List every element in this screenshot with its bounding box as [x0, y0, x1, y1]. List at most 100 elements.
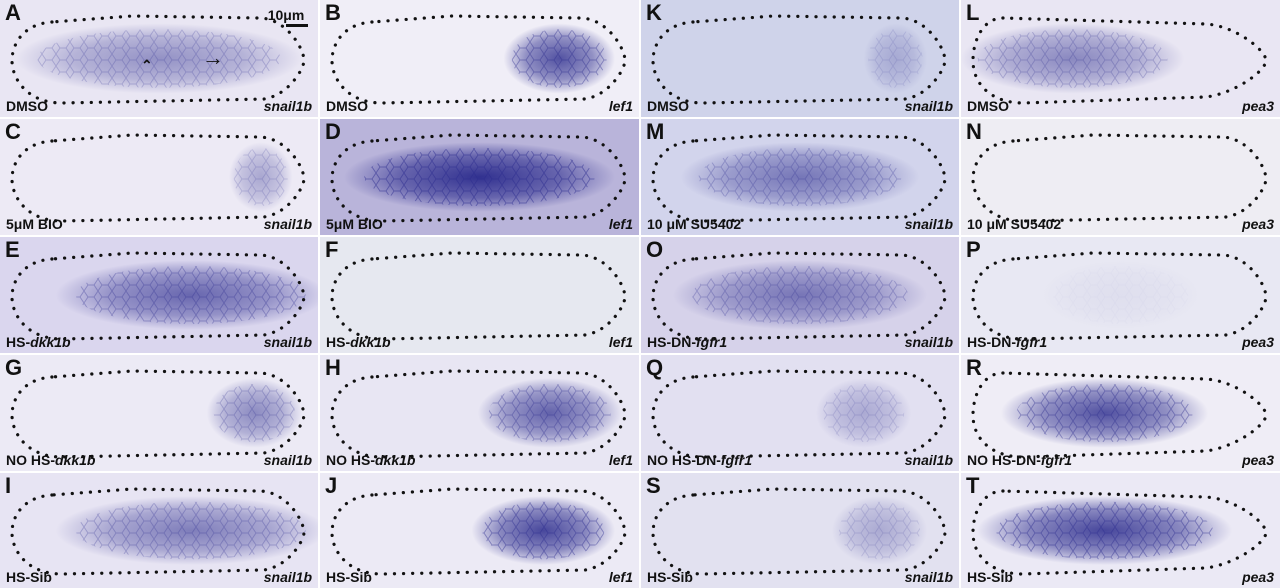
panel-d: D 5μM BIO lef1: [320, 119, 639, 235]
micrograph-image: [0, 119, 318, 235]
panel-g: G NO HS-dkk1b snail1b: [0, 355, 318, 471]
condition-gene-text: fgfr1: [696, 334, 728, 350]
condition-label: NO HS-DN-fgfr1: [647, 453, 752, 467]
condition-gene-text: dkk1b: [55, 452, 96, 468]
panel-letter: T: [966, 473, 980, 498]
panel-letter: H: [325, 355, 341, 380]
probe-gene-label: snail1b: [904, 98, 953, 114]
probe-gene-label: snail1b: [263, 569, 312, 585]
micrograph-image: [320, 119, 639, 235]
micrograph-image: [320, 355, 639, 471]
condition-text: HS-Sib: [967, 569, 1013, 585]
condition-text: DMSO: [6, 98, 48, 114]
condition-gene-text: fgfr1: [720, 452, 753, 468]
panel-letter: I: [5, 473, 12, 498]
micrograph-image: [320, 473, 639, 588]
panel-t: T HS-Sib pea3: [961, 473, 1280, 588]
panel-i: I HS-Sib snail1b: [0, 473, 318, 588]
panel-f: F HS-dkk1b lef1: [320, 237, 639, 353]
panel-s: S HS-Sib snail1b: [641, 473, 959, 588]
condition-gene-text: dkk1b: [350, 334, 391, 350]
condition-text: 10 μM SU5402: [647, 216, 742, 232]
probe-gene-label: snail1b: [263, 216, 312, 232]
condition-text: 5μM BIO: [6, 216, 63, 232]
condition-text: HS-DN-: [967, 334, 1016, 350]
condition-text: NO HS-: [326, 452, 375, 468]
probe-gene-label: lef1: [608, 452, 633, 468]
condition-text: DMSO: [326, 98, 368, 114]
panel-letter: Q: [646, 355, 664, 380]
condition-gene-text: fgfr1: [1016, 334, 1048, 350]
condition-label: HS-DN-fgfr1: [647, 335, 727, 349]
panel-letter: M: [646, 119, 665, 144]
panel-b: B DMSO lef1: [320, 0, 639, 117]
probe-gene-label: snail1b: [263, 452, 312, 468]
probe-gene-label: pea3: [1242, 98, 1274, 114]
scale-bar-label: 10μm: [267, 7, 305, 23]
condition-text: HS-: [6, 334, 31, 350]
arrowhead-icon: ⌃: [141, 57, 153, 73]
condition-label: HS-Sib: [647, 570, 693, 584]
condition-text: NO HS-DN-: [967, 452, 1041, 468]
probe-gene-label: snail1b: [263, 98, 312, 114]
probe-gene-label: snail1b: [904, 569, 953, 585]
panel-letter: F: [325, 237, 339, 262]
probe-gene-label: lef1: [608, 334, 633, 350]
panel-letter: O: [646, 237, 664, 262]
panel-n: N 10 μM SU5402 pea3: [961, 119, 1280, 235]
micrograph-image: [0, 355, 318, 471]
panel-o: O HS-DN-fgfr1 snail1b: [641, 237, 959, 353]
condition-label: DMSO: [326, 99, 368, 113]
condition-label: HS-Sib: [6, 570, 52, 584]
panel-l: L DMSO pea3: [961, 0, 1280, 117]
panel-q: Q NO HS-DN-fgfr1 snail1b: [641, 355, 959, 471]
micrograph-image: [961, 473, 1280, 588]
micrograph-image: [0, 473, 318, 588]
panel-c: C 5μM BIO snail1b: [0, 119, 318, 235]
condition-gene-text: fgfr1: [1040, 452, 1073, 468]
condition-label: 5μM BIO: [6, 217, 63, 231]
micrograph-image: [0, 237, 318, 353]
condition-label: HS-DN-fgfr1: [967, 335, 1047, 349]
condition-label: DMSO: [647, 99, 689, 113]
panel-m: M 10 μM SU5402 snail1b: [641, 119, 959, 235]
condition-text: NO HS-DN-: [647, 452, 721, 468]
panel-j: J HS-Sib lef1: [320, 473, 639, 588]
condition-label: HS-dkk1b: [326, 335, 391, 349]
panel-letter: K: [646, 0, 662, 25]
panel-letter: R: [966, 355, 982, 380]
condition-text: DMSO: [967, 98, 1009, 114]
micrograph-image: [641, 355, 959, 471]
panel-r: R NO HS-DN-fgfr1 pea3: [961, 355, 1280, 471]
micrograph-image: [641, 473, 959, 588]
panel-letter: P: [966, 237, 981, 262]
probe-gene-label: snail1b: [263, 334, 312, 350]
condition-text: HS-: [326, 334, 351, 350]
panel-letter: C: [5, 119, 21, 144]
probe-gene-label: pea3: [1242, 334, 1274, 350]
condition-gene-text: dkk1b: [30, 334, 71, 350]
condition-label: NO HS-dkk1b: [326, 453, 415, 467]
micrograph-image: [961, 0, 1280, 117]
probe-gene-label: pea3: [1242, 569, 1274, 585]
probe-gene-label: lef1: [608, 569, 633, 585]
probe-gene-label: lef1: [608, 216, 633, 232]
panel-letter: E: [5, 237, 20, 262]
condition-label: 10 μM SU5402: [967, 217, 1061, 231]
condition-text: NO HS-: [6, 452, 55, 468]
condition-label: 5μM BIO: [326, 217, 383, 231]
condition-label: DMSO: [967, 99, 1009, 113]
probe-gene-label: lef1: [608, 98, 633, 114]
panel-letter: J: [325, 473, 338, 498]
panel-p: P HS-DN-fgfr1 pea3: [961, 237, 1280, 353]
condition-label: DMSO: [6, 99, 48, 113]
micrograph-image: [961, 119, 1280, 235]
condition-text: DMSO: [647, 98, 689, 114]
probe-gene-label: snail1b: [904, 216, 953, 232]
micrograph-image: [320, 237, 639, 353]
micrograph-image: [961, 355, 1280, 471]
micrograph-image: [641, 119, 959, 235]
micrograph-image: [0, 0, 318, 117]
micrograph-image: [641, 237, 959, 353]
condition-label: NO HS-dkk1b: [6, 453, 95, 467]
